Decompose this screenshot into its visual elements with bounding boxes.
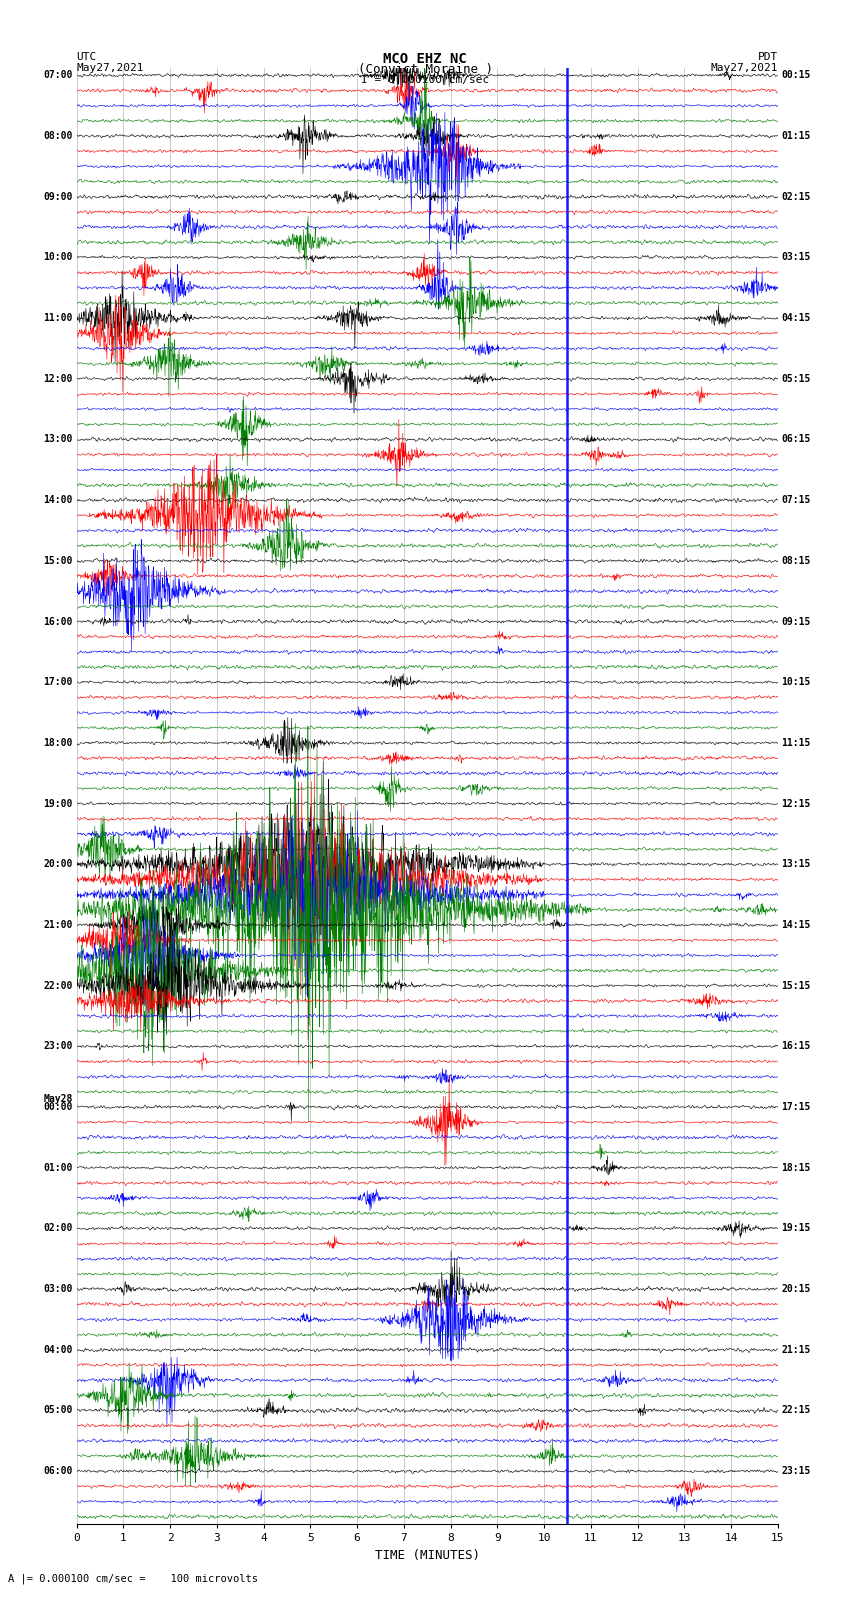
Text: 10:00: 10:00 [43,252,73,263]
Text: 13:00: 13:00 [43,434,73,445]
Text: 06:15: 06:15 [781,434,811,445]
Text: 05:00: 05:00 [43,1405,73,1416]
Text: 04:00: 04:00 [43,1345,73,1355]
Text: 05:15: 05:15 [781,374,811,384]
Text: UTC: UTC [76,52,97,61]
Text: 20:00: 20:00 [43,860,73,869]
Text: PDT: PDT [757,52,778,61]
X-axis label: TIME (MINUTES): TIME (MINUTES) [375,1548,479,1561]
Text: 19:15: 19:15 [781,1223,811,1234]
Text: 22:00: 22:00 [43,981,73,990]
Text: 10:15: 10:15 [781,677,811,687]
Text: 02:00: 02:00 [43,1223,73,1234]
Text: 07:15: 07:15 [781,495,811,505]
Text: 11:00: 11:00 [43,313,73,323]
Text: 18:15: 18:15 [781,1163,811,1173]
Text: 11:15: 11:15 [781,737,811,748]
Text: 00:00: 00:00 [43,1102,73,1111]
Text: 13:15: 13:15 [781,860,811,869]
Text: May28: May28 [43,1095,73,1105]
Text: 12:00: 12:00 [43,374,73,384]
Text: 16:00: 16:00 [43,616,73,626]
Text: 14:15: 14:15 [781,919,811,931]
Text: I = 0.000100 cm/sec: I = 0.000100 cm/sec [361,76,489,85]
Text: 23:15: 23:15 [781,1466,811,1476]
Text: 01:15: 01:15 [781,131,811,140]
Text: 02:15: 02:15 [781,192,811,202]
Text: 03:15: 03:15 [781,252,811,263]
Text: MCO EHZ NC: MCO EHZ NC [383,52,467,66]
Text: 17:15: 17:15 [781,1102,811,1111]
Text: 03:00: 03:00 [43,1284,73,1294]
Text: May27,2021: May27,2021 [711,63,778,73]
Text: 08:15: 08:15 [781,556,811,566]
Text: 09:00: 09:00 [43,192,73,202]
Text: 16:15: 16:15 [781,1042,811,1052]
Text: 15:15: 15:15 [781,981,811,990]
Text: 18:00: 18:00 [43,737,73,748]
Text: 21:00: 21:00 [43,919,73,931]
Text: 09:15: 09:15 [781,616,811,626]
Text: 21:15: 21:15 [781,1345,811,1355]
Text: 22:15: 22:15 [781,1405,811,1416]
Text: 17:00: 17:00 [43,677,73,687]
Text: 23:00: 23:00 [43,1042,73,1052]
Text: 07:00: 07:00 [43,71,73,81]
Text: 01:00: 01:00 [43,1163,73,1173]
Text: 06:00: 06:00 [43,1466,73,1476]
Text: 20:15: 20:15 [781,1284,811,1294]
Text: 15:00: 15:00 [43,556,73,566]
Text: 19:00: 19:00 [43,798,73,808]
Text: May27,2021: May27,2021 [76,63,144,73]
Text: 12:15: 12:15 [781,798,811,808]
Text: 04:15: 04:15 [781,313,811,323]
Text: A |= 0.000100 cm/sec =    100 microvolts: A |= 0.000100 cm/sec = 100 microvolts [8,1573,258,1584]
Text: 14:00: 14:00 [43,495,73,505]
Text: 00:15: 00:15 [781,71,811,81]
Text: 08:00: 08:00 [43,131,73,140]
Text: (Convict Moraine ): (Convict Moraine ) [358,63,492,76]
